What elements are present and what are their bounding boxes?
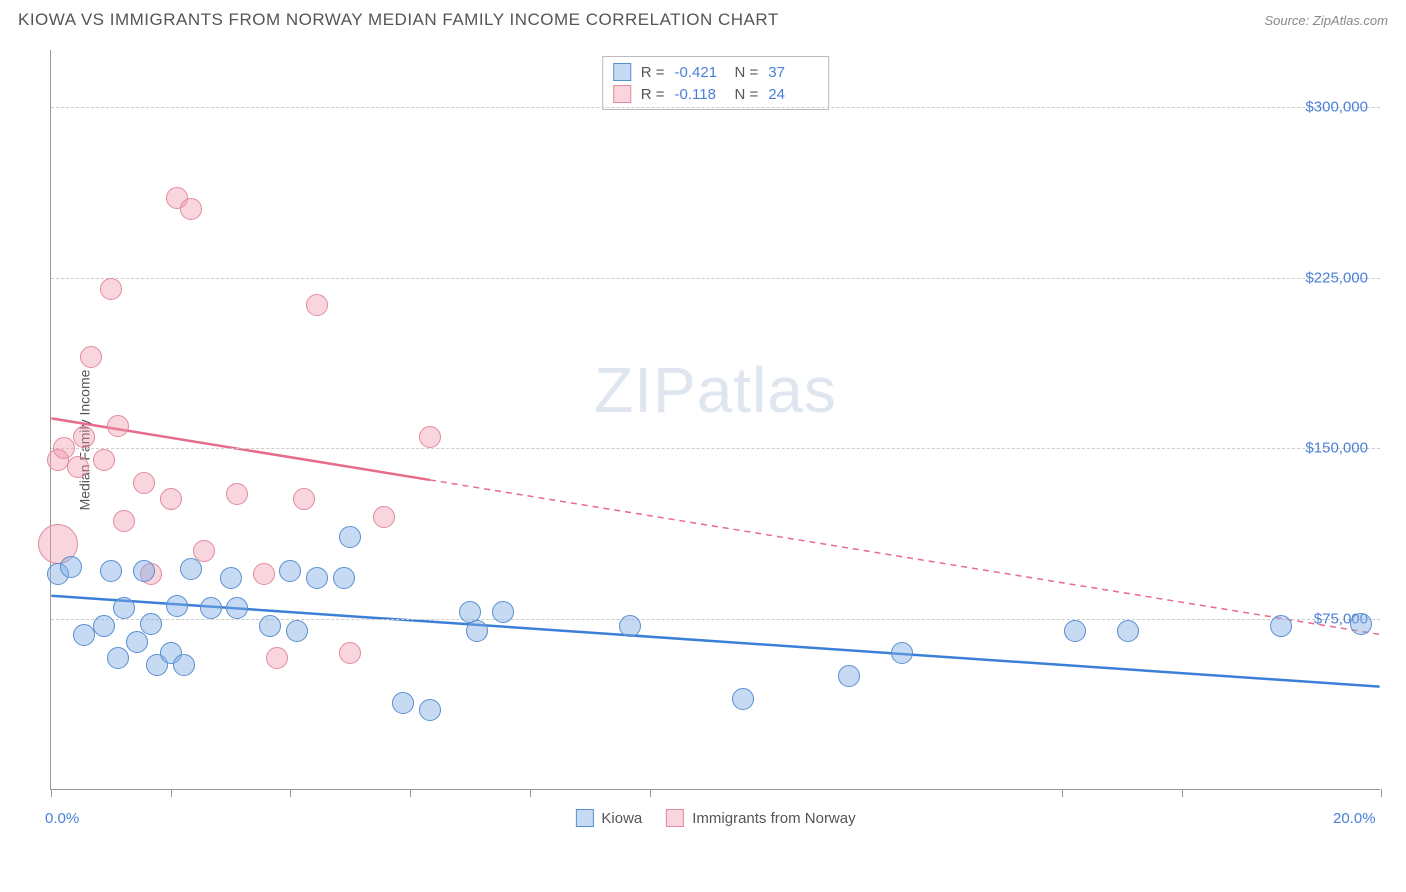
gridline <box>51 107 1380 108</box>
source-attribution: Source: ZipAtlas.com <box>1264 13 1388 28</box>
data-point <box>1350 613 1372 635</box>
chart-area: Median Family Income ZIPatlas R =-0.421N… <box>0 50 1406 830</box>
data-point <box>226 597 248 619</box>
legend-swatch <box>613 63 631 81</box>
data-point <box>619 615 641 637</box>
x-tick <box>290 789 291 797</box>
data-point <box>166 595 188 617</box>
data-point <box>253 563 275 585</box>
data-point <box>419 699 441 721</box>
x-tick <box>650 789 651 797</box>
data-point <box>266 647 288 669</box>
x-tick-label: 20.0% <box>1333 810 1376 827</box>
r-value: -0.421 <box>675 64 725 81</box>
stats-row: R = -0.421 N = 37 <box>613 61 819 83</box>
data-point <box>133 472 155 494</box>
legend-swatch <box>575 809 593 827</box>
x-tick <box>1182 789 1183 797</box>
data-point <box>373 506 395 528</box>
n-value: 24 <box>768 86 818 103</box>
data-point <box>306 294 328 316</box>
r-label: R = <box>641 64 665 81</box>
data-point <box>1270 615 1292 637</box>
data-point <box>93 449 115 471</box>
data-point <box>113 510 135 532</box>
data-point <box>100 278 122 300</box>
data-point <box>333 567 355 589</box>
n-label: N = <box>735 86 759 103</box>
data-point <box>306 567 328 589</box>
data-point <box>73 624 95 646</box>
data-point <box>419 426 441 448</box>
data-point <box>140 613 162 635</box>
trend-line-extrapolated <box>430 480 1380 634</box>
data-point <box>193 540 215 562</box>
data-point <box>293 488 315 510</box>
n-value: 37 <box>768 64 818 81</box>
data-point <box>891 642 913 664</box>
data-point <box>60 556 82 578</box>
x-tick <box>1381 789 1382 797</box>
data-point <box>286 620 308 642</box>
x-tick <box>530 789 531 797</box>
data-point <box>392 692 414 714</box>
r-label: R = <box>641 86 665 103</box>
watermark: ZIPatlas <box>594 353 837 427</box>
data-point <box>173 654 195 676</box>
legend-swatch <box>613 85 631 103</box>
legend-label: Kiowa <box>601 810 642 827</box>
data-point <box>339 526 361 548</box>
data-point <box>492 601 514 623</box>
data-point <box>93 615 115 637</box>
data-point <box>732 688 754 710</box>
gridline <box>51 619 1380 620</box>
data-point <box>1064 620 1086 642</box>
data-point <box>100 560 122 582</box>
data-point <box>226 483 248 505</box>
data-point <box>80 346 102 368</box>
data-point <box>133 560 155 582</box>
data-point <box>220 567 242 589</box>
stats-row: R = -0.118 N = 24 <box>613 83 819 105</box>
data-point <box>1117 620 1139 642</box>
data-point <box>67 456 89 478</box>
data-point <box>180 558 202 580</box>
gridline <box>51 448 1380 449</box>
legend-label: Immigrants from Norway <box>692 810 855 827</box>
data-point <box>160 488 182 510</box>
x-tick <box>51 789 52 797</box>
legend-item: Immigrants from Norway <box>666 809 855 827</box>
r-value: -0.118 <box>675 86 725 103</box>
y-tick-label: $300,000 <box>1305 98 1368 115</box>
chart-header: KIOWA VS IMMIGRANTS FROM NORWAY MEDIAN F… <box>0 0 1406 40</box>
trend-line <box>51 596 1379 687</box>
scatter-plot: ZIPatlas R =-0.421N =37R =-0.118N =24 Ki… <box>50 50 1380 790</box>
gridline <box>51 278 1380 279</box>
x-tick <box>1062 789 1063 797</box>
x-tick <box>410 789 411 797</box>
chart-title: KIOWA VS IMMIGRANTS FROM NORWAY MEDIAN F… <box>18 10 779 30</box>
data-point <box>180 198 202 220</box>
data-point <box>279 560 301 582</box>
x-tick <box>171 789 172 797</box>
data-point <box>838 665 860 687</box>
data-point <box>259 615 281 637</box>
correlation-stats-box: R = -0.421 N = 37 R = -0.118 N = 24 <box>602 56 830 110</box>
data-point <box>339 642 361 664</box>
data-point <box>200 597 222 619</box>
data-point <box>113 597 135 619</box>
data-point <box>466 620 488 642</box>
legend-swatch <box>666 809 684 827</box>
data-point <box>73 426 95 448</box>
data-point <box>107 415 129 437</box>
y-tick-label: $150,000 <box>1305 440 1368 457</box>
y-tick-label: $225,000 <box>1305 269 1368 286</box>
legend-item: Kiowa <box>575 809 642 827</box>
series-legend: Kiowa Immigrants from Norway <box>575 809 855 827</box>
x-tick-label: 0.0% <box>45 810 79 827</box>
data-point <box>126 631 148 653</box>
data-point <box>107 647 129 669</box>
n-label: N = <box>735 64 759 81</box>
